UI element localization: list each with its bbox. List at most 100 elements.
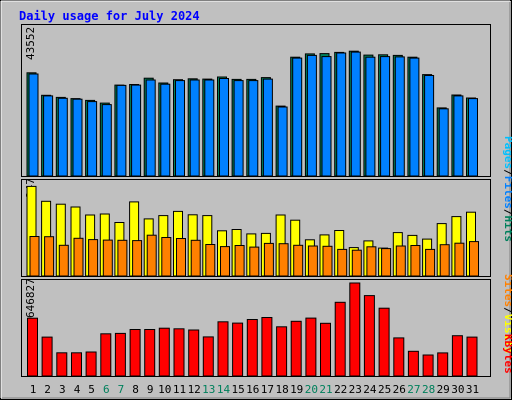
files-bar (28, 73, 39, 177)
sites-bar (337, 248, 348, 277)
files-bar (277, 106, 288, 177)
sites-bar (249, 246, 260, 277)
x-tick-label: 17 (261, 383, 274, 396)
sites-bar (44, 236, 55, 277)
kbytes-bar (188, 329, 200, 377)
files-bar (57, 97, 68, 177)
kbytes-bar (422, 354, 434, 377)
files-bar (350, 51, 361, 177)
legend-sep: / (502, 209, 512, 216)
sites-bar (190, 239, 201, 277)
kbytes-bar (261, 317, 273, 377)
kbytes-bar (393, 337, 405, 377)
files-bar (424, 75, 435, 177)
kbytes-bar (334, 301, 346, 377)
kbytes-bar (158, 327, 170, 377)
sites-bar (322, 245, 333, 277)
kbytes-bar (466, 336, 478, 377)
kbytes-bar (27, 317, 38, 377)
x-tick-label: 10 (158, 383, 171, 396)
kbytes-bar (114, 332, 126, 377)
x-tick-label: 6 (103, 383, 110, 396)
files-bar (262, 78, 273, 177)
sites-bar (58, 244, 69, 277)
sites-bar (205, 244, 216, 277)
sites-bar (366, 246, 377, 277)
files-bar (233, 80, 244, 177)
files-bar (160, 83, 171, 177)
x-tick-label: 20 (305, 383, 318, 396)
sites-bar (469, 241, 479, 277)
files-bar (365, 56, 376, 177)
files-bar (380, 56, 391, 177)
kbytes-bar (100, 333, 112, 377)
files-bar (116, 84, 127, 177)
legend-visits: Visits (502, 314, 512, 354)
legend-sep: / (502, 307, 512, 314)
files-bar (204, 79, 215, 177)
sites-bar (293, 244, 304, 277)
x-tick-label: 4 (74, 383, 81, 396)
files-bar (453, 95, 464, 177)
kbytes-bar (363, 295, 375, 377)
sites-bar (410, 245, 421, 277)
x-tick-label: 30 (451, 383, 464, 396)
sites-bar (161, 237, 172, 277)
x-tick-label: 16 (246, 383, 259, 396)
sites-bar (234, 245, 245, 277)
kbytes-bar (290, 320, 302, 377)
x-tick-label: 9 (147, 383, 154, 396)
kbytes-bar (144, 329, 156, 377)
kbytes-bar (305, 317, 317, 377)
kbytes-bar (217, 321, 229, 377)
x-tick-label: 11 (173, 383, 186, 396)
sites-bar (425, 248, 436, 277)
files-bar (248, 80, 259, 177)
x-tick-label: 2 (44, 383, 51, 396)
sites-bar (220, 246, 230, 277)
sites-bar (454, 242, 465, 277)
x-tick-label: 14 (217, 383, 231, 396)
sites-bar (102, 239, 113, 277)
files-bar (468, 98, 478, 177)
sites-bar (278, 243, 289, 277)
sites-bar (395, 245, 406, 277)
sites-bar (73, 237, 84, 277)
chart-title: Daily usage for July 2024 (19, 9, 200, 23)
files-bar (306, 54, 317, 177)
sites-bar (88, 239, 99, 277)
sites-bar (117, 239, 128, 277)
files-bar (438, 108, 449, 177)
x-tick-label: 7 (118, 383, 125, 396)
kbytes-bar (129, 329, 141, 377)
legend-pages: Pages (502, 136, 512, 169)
kbytes-bar (437, 352, 449, 377)
kbytes-bar (41, 336, 53, 377)
x-tick-label: 13 (202, 383, 215, 396)
kbytes-bar (276, 326, 288, 377)
bottom-max-label: 646827 (24, 278, 37, 318)
files-bar (219, 78, 229, 177)
kbytes-bar (246, 319, 258, 377)
bar-layer (26, 50, 479, 377)
files-bar (336, 52, 347, 177)
x-tick-label: 5 (88, 383, 95, 396)
kbytes-bar (71, 352, 82, 377)
sites-bar (381, 248, 392, 277)
sites-bar (263, 242, 274, 277)
legend-top: Pages/Files/Hits (502, 136, 512, 242)
x-tick-label: 15 (231, 383, 244, 396)
files-bar (175, 80, 185, 177)
x-tick-label: 19 (290, 383, 303, 396)
x-tick-label: 24 (363, 383, 377, 396)
kbytes-bar (451, 335, 463, 377)
legend-sites: Sites (502, 274, 512, 307)
kbytes-bar (407, 350, 419, 377)
sites-bar (146, 234, 157, 277)
files-bar (292, 57, 303, 177)
kbytes-bar (56, 352, 68, 377)
files-bar (409, 57, 420, 177)
x-tick-label: 21 (319, 383, 332, 396)
legend-files: Files (502, 176, 512, 209)
